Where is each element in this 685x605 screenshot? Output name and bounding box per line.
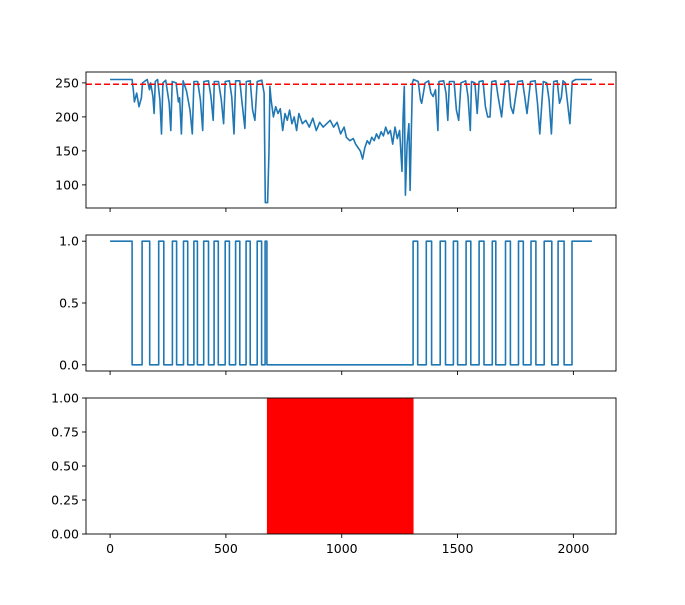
y-tick-label: 0.50 <box>51 459 79 474</box>
y-tick-label: 250 <box>55 75 79 90</box>
y-tick-label: 0.25 <box>51 493 79 508</box>
y-tick-label: 0.75 <box>51 425 79 440</box>
series-line-signal <box>110 78 592 204</box>
x-tick-label: 2000 <box>557 541 589 556</box>
y-tick-label: 1.0 <box>59 234 79 249</box>
y-tick-label: 0.00 <box>51 527 79 542</box>
y-tick-label: 0.0 <box>59 357 79 372</box>
axes-frame <box>85 71 617 209</box>
plot-area <box>110 240 592 366</box>
x-tick-label: 500 <box>214 541 238 556</box>
series-line-binary_state <box>110 240 592 366</box>
y-tick-label: 1.00 <box>51 391 79 406</box>
y-tick-label: 0.5 <box>59 296 79 311</box>
plot-area <box>266 398 414 534</box>
subplot-2: 0.0 0.5 1.0 <box>59 234 617 375</box>
x-tick-label: 1500 <box>442 541 474 556</box>
x-tick-label: 0 <box>106 541 114 556</box>
subplot-1: 100 150 200 250 <box>55 71 617 212</box>
plot-area <box>86 78 616 204</box>
y-tick-label: 150 <box>55 143 79 158</box>
highlight-span <box>266 398 414 534</box>
y-tick-label: 100 <box>55 177 79 192</box>
y-tick-label: 200 <box>55 109 79 124</box>
subplot-3: 0.00 0.25 0.50 0.75 1.00 0 500 1000 1500 2000 <box>51 391 617 556</box>
x-tick-label: 1000 <box>326 541 358 556</box>
